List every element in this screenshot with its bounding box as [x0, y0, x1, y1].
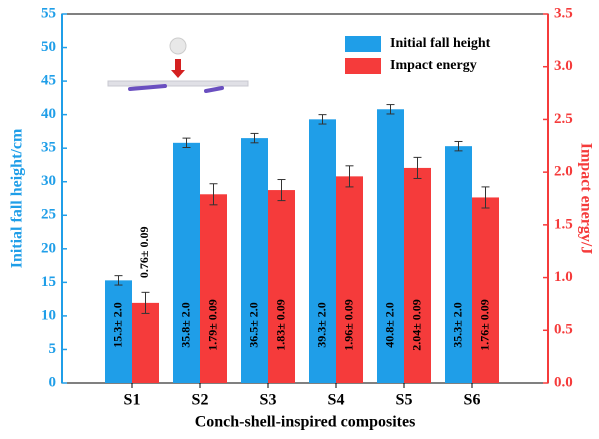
y-tick-label: 25 [41, 207, 56, 223]
y-tick-label: 15 [41, 274, 56, 290]
value-label: 1.79± 0.09 [205, 299, 219, 351]
y2-tick-label: 2.5 [554, 111, 573, 127]
x-tick-label: S4 [328, 392, 345, 409]
legend-swatch [345, 58, 381, 74]
legend-label: Impact energy [390, 58, 477, 73]
value-label: 1.76± 0.09 [477, 299, 491, 351]
value-label: 2.04± 0.09 [409, 299, 423, 351]
legend-swatch [345, 36, 381, 52]
value-label: 40.8± 2.0 [382, 302, 396, 348]
bar [268, 190, 295, 383]
value-label: 35.8± 2.0 [178, 302, 192, 348]
x-tick-label: S3 [260, 392, 277, 409]
value-label: 15.3± 2.0 [110, 302, 124, 348]
y-tick-label: 50 [41, 39, 56, 55]
chart: 0 5 10 15 20 25 30 35 40 45 50 55 0.0 0.5 1.0 1.5 2.0 2.5… [0, 0, 599, 439]
value-label: 0.76± 0.09 [137, 227, 151, 279]
value-label: 35.3± 2.0 [450, 302, 464, 348]
y2-tick-label: 2.0 [554, 164, 573, 180]
y-tick-label: 20 [41, 240, 56, 256]
y-axis-label: Initial fall height/cm [9, 128, 26, 268]
value-label: 1.96± 0.09 [341, 299, 355, 351]
y-tick-label: 35 [41, 140, 56, 156]
bar [472, 197, 499, 383]
inset-illustration [108, 38, 248, 91]
y-tick-label: 30 [41, 173, 56, 189]
y-tick-label: 55 [41, 5, 56, 21]
value-label: 36.5± 2.0 [246, 302, 260, 348]
value-label: 1.83± 0.09 [273, 299, 287, 351]
x-tick-label: S6 [464, 392, 481, 409]
y-tick-label: 0 [49, 374, 57, 390]
x-tick-label: S2 [192, 392, 209, 409]
y-tick-label: 10 [41, 307, 56, 323]
y2-tick-label: 1.0 [554, 269, 573, 285]
y2-tick-label: 3.5 [554, 5, 573, 21]
y-tick-label: 40 [41, 106, 56, 122]
x-tick-label: S5 [396, 392, 413, 409]
y-tick-label: 5 [49, 341, 57, 357]
y2-tick-label: 0.0 [554, 374, 573, 390]
bar [336, 176, 363, 383]
value-label: 39.3± 2.0 [314, 302, 328, 348]
y2-tick-label: 0.5 [554, 322, 573, 338]
y-tick-label: 45 [41, 73, 56, 89]
bar [200, 194, 227, 383]
y2-tick-label: 3.0 [554, 58, 573, 74]
y2-axis-label: Impact energy/J [577, 143, 594, 255]
x-axis-label: Conch-shell-inspired composites [195, 414, 416, 431]
x-tick-label: S1 [124, 392, 141, 409]
y2-tick-label: 1.5 [554, 216, 573, 232]
bar [132, 303, 159, 383]
legend-label: Initial fall height [390, 36, 491, 51]
